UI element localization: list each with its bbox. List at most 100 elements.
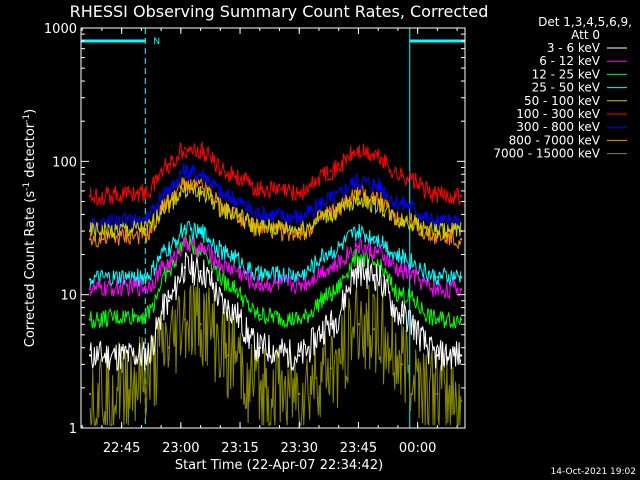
data-point [329,197,333,201]
data-point [227,195,230,199]
data-point [436,220,439,224]
data-point [167,163,171,166]
data-point [373,328,376,331]
data-point [329,213,333,216]
legend-item-label: 25 - 50 keV [532,81,601,95]
series-4 [88,180,463,240]
y-axis-label-sup2: -1 [22,114,32,123]
x-tick-label: 22:45 [103,441,140,456]
data-point [199,247,202,251]
data-point [373,235,376,239]
data-point [329,367,333,370]
data-point [88,278,92,281]
data-point [298,191,301,195]
data-point [144,314,147,317]
series-0 [88,252,463,372]
data-point [459,194,463,198]
data-point [357,150,360,153]
data-point [199,231,202,235]
data-point [357,269,360,273]
data-point [400,174,404,177]
data-point [88,238,92,241]
axes-frame [80,27,466,429]
data-point [400,314,404,317]
data-point [88,229,92,233]
data-point [400,256,404,259]
y-tick-label: 1000 [44,22,77,37]
data-point [373,262,376,266]
legend-item-label: 12 - 25 keV [532,67,601,81]
x-tick-label: 00:00 [399,441,436,456]
data-point [298,392,301,396]
data-point [199,150,202,153]
data-point [167,202,171,206]
data-point [329,266,333,269]
data-point [298,216,301,219]
data-point [373,202,376,206]
series-line-5 [89,140,462,206]
y-tick-label: 100 [52,155,77,170]
data-point [436,318,439,321]
data-point [357,197,360,201]
series-line-4 [89,180,462,240]
series-line-6 [89,162,462,234]
data-point [88,392,92,396]
data-point [436,276,439,279]
y-tick-label: 1 [69,422,77,437]
data-point [183,266,186,269]
legend-item-label: 3 - 6 keV [547,41,601,55]
data-point [436,229,439,233]
data-point [183,170,186,173]
data-point [183,147,186,150]
series-6 [88,162,463,234]
data-point [183,187,186,191]
axes [80,27,466,429]
data-point [167,346,171,349]
data-point [227,354,230,357]
y-tick-label: 10 [60,289,77,304]
data-point [459,399,463,402]
data-point [258,386,261,390]
night-marker-label: N [153,37,160,47]
data-point [357,192,360,196]
data-point [227,266,230,269]
x-tick-label: 23:00 [162,441,199,456]
legend-item-label: 300 - 800 keV [516,120,600,134]
data-point [144,276,147,279]
data-point [373,273,376,277]
data-point [373,183,376,186]
data-point [459,238,463,241]
data-point [183,318,186,321]
data-point [199,173,202,176]
series-3 [88,220,463,289]
data-point [258,226,261,229]
data-point [258,187,261,191]
data-point [199,191,202,195]
data-point [144,233,147,237]
data-point [183,227,186,231]
series-line-8 [89,278,462,427]
data-point [298,273,301,277]
series-line-0 [89,252,462,372]
data-point [144,285,147,288]
data-point [258,314,261,317]
series-line-7 [89,176,462,251]
data-point [459,287,463,291]
series-8 [88,278,463,427]
legend-item-label: 7000 - 15000 keV [493,147,600,161]
x-tick-label: 23:45 [340,441,377,456]
data-point [298,354,301,357]
data-point [400,269,404,273]
y-axis-label-part2: detector [23,122,38,182]
data-point [227,282,230,286]
data-point [199,323,202,326]
data-point [436,354,439,357]
data-point [329,250,333,253]
data-point [258,282,261,286]
legend-item-label: 800 - 7000 keV [509,133,601,147]
x-axis-ticks: 22:45 23:00 23:15 23:30 23:45 00:00 [81,28,458,456]
data-point [357,245,360,248]
data-point [227,306,230,309]
